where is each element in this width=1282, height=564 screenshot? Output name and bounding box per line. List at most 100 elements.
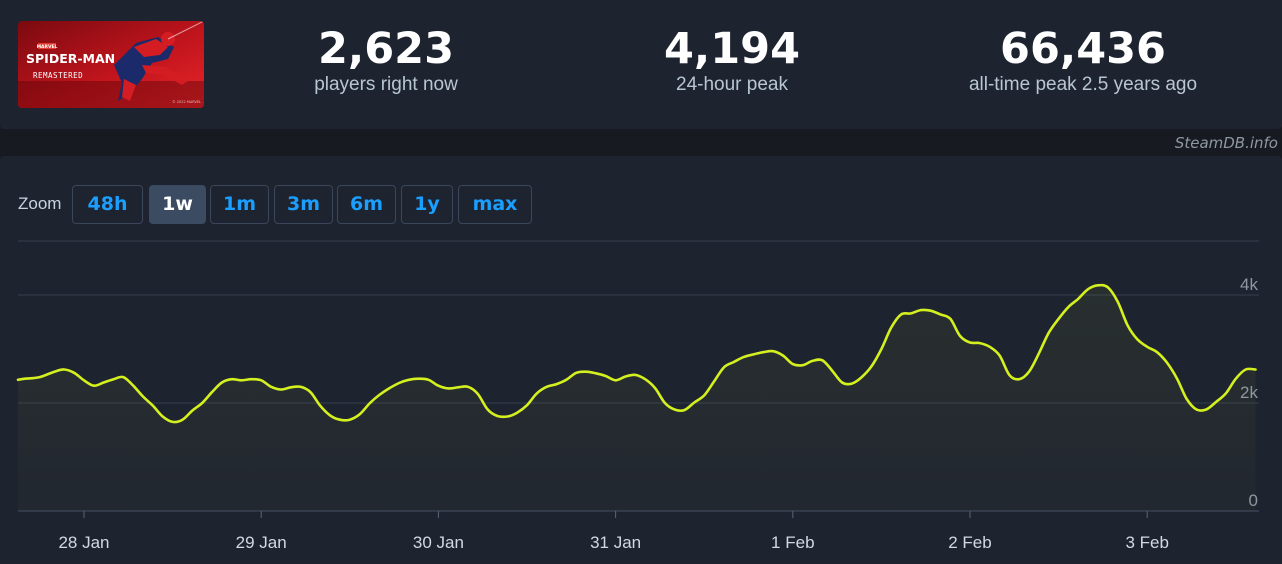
data-point[interactable] [131, 384, 135, 388]
data-point[interactable] [752, 352, 756, 356]
data-point[interactable] [240, 378, 244, 382]
data-point[interactable] [978, 341, 982, 345]
game-cover-image[interactable]: MARVEL SPIDER-MAN REMASTERED © 2022 MARV… [18, 21, 204, 108]
data-point[interactable] [62, 368, 66, 372]
data-point[interactable] [555, 382, 559, 386]
data-point[interactable] [289, 385, 293, 389]
data-point[interactable] [811, 359, 815, 363]
data-point[interactable] [673, 408, 677, 412]
data-point[interactable] [594, 371, 598, 375]
data-point[interactable] [309, 390, 313, 394]
data-point[interactable] [505, 415, 509, 419]
data-point[interactable] [1047, 331, 1051, 335]
data-point[interactable] [791, 362, 795, 366]
data-point[interactable] [692, 401, 696, 405]
data-point[interactable] [112, 377, 116, 381]
data-point[interactable] [1106, 285, 1110, 289]
data-point[interactable] [446, 386, 450, 390]
data-point[interactable] [249, 377, 253, 381]
data-point[interactable] [151, 404, 155, 408]
data-point[interactable] [1037, 351, 1041, 355]
data-point[interactable] [23, 377, 27, 381]
data-point[interactable] [259, 378, 263, 382]
data-point[interactable] [121, 375, 125, 379]
data-point[interactable] [820, 358, 824, 362]
data-point[interactable] [604, 374, 608, 378]
zoom-3m-button[interactable]: 3m [274, 185, 333, 224]
data-point[interactable] [574, 371, 578, 375]
data-point[interactable] [860, 375, 864, 379]
data-point[interactable] [761, 350, 765, 354]
data-point[interactable] [1244, 368, 1248, 372]
data-point[interactable] [407, 378, 411, 382]
data-point[interactable] [358, 412, 362, 416]
data-point[interactable] [1234, 377, 1238, 381]
data-point[interactable] [52, 370, 56, 374]
zoom-6m-button[interactable]: 6m [337, 185, 396, 224]
data-point[interactable] [1145, 345, 1149, 349]
data-point[interactable] [476, 392, 480, 396]
data-point[interactable] [1195, 408, 1199, 412]
data-point[interactable] [1096, 283, 1100, 287]
data-point[interactable] [1027, 370, 1031, 374]
data-point[interactable] [279, 388, 283, 392]
data-point[interactable] [269, 385, 273, 389]
data-point[interactable] [525, 403, 529, 407]
data-point[interactable] [387, 386, 391, 390]
data-point[interactable] [653, 386, 657, 390]
data-point[interactable] [732, 360, 736, 364]
data-point[interactable] [535, 391, 539, 395]
data-point[interactable] [988, 345, 992, 349]
data-point[interactable] [171, 420, 175, 424]
data-point[interactable] [82, 378, 86, 382]
data-point[interactable] [417, 377, 421, 381]
data-point[interactable] [712, 379, 716, 383]
data-point[interactable] [584, 370, 588, 374]
data-point[interactable] [515, 411, 519, 415]
data-point[interactable] [1165, 361, 1169, 365]
data-point[interactable] [948, 317, 952, 321]
data-point[interactable] [456, 385, 460, 389]
data-point[interactable] [397, 381, 401, 385]
data-point[interactable] [564, 378, 568, 382]
data-point[interactable] [850, 382, 854, 386]
data-point[interactable] [230, 377, 234, 381]
data-point[interactable] [545, 385, 549, 389]
data-point[interactable] [998, 354, 1002, 358]
data-point[interactable] [1135, 337, 1139, 341]
data-point[interactable] [702, 393, 706, 397]
data-point[interactable] [102, 381, 106, 385]
data-point[interactable] [348, 418, 352, 422]
data-point[interactable] [328, 413, 332, 417]
data-point[interactable] [141, 395, 145, 399]
data-point[interactable] [1214, 400, 1218, 404]
data-point[interactable] [909, 311, 913, 315]
data-point[interactable] [200, 401, 204, 405]
zoom-1w-button[interactable]: 1w [149, 185, 206, 224]
data-point[interactable] [466, 385, 470, 389]
data-point[interactable] [16, 378, 20, 382]
data-point[interactable] [1175, 376, 1179, 380]
data-point[interactable] [968, 341, 972, 345]
data-point[interactable] [958, 334, 962, 338]
data-point[interactable] [495, 414, 499, 418]
data-point[interactable] [1017, 377, 1021, 381]
data-point[interactable] [1185, 397, 1189, 401]
series-line[interactable] [16, 283, 1257, 424]
data-point[interactable] [742, 355, 746, 359]
steamdb-credit[interactable]: SteamDB.info [1174, 134, 1278, 152]
data-point[interactable] [92, 384, 96, 388]
data-point[interactable] [220, 381, 224, 385]
data-point[interactable] [427, 378, 431, 382]
data-point[interactable] [624, 375, 628, 379]
data-point[interactable] [919, 308, 923, 312]
data-point[interactable] [1076, 297, 1080, 301]
data-point[interactable] [643, 377, 647, 381]
data-point[interactable] [830, 369, 834, 373]
data-point[interactable] [1086, 287, 1090, 291]
data-point[interactable] [1067, 305, 1071, 309]
data-point[interactable] [771, 349, 775, 353]
data-point[interactable] [1116, 300, 1120, 304]
data-point[interactable] [722, 365, 726, 369]
data-point[interactable] [781, 354, 785, 358]
